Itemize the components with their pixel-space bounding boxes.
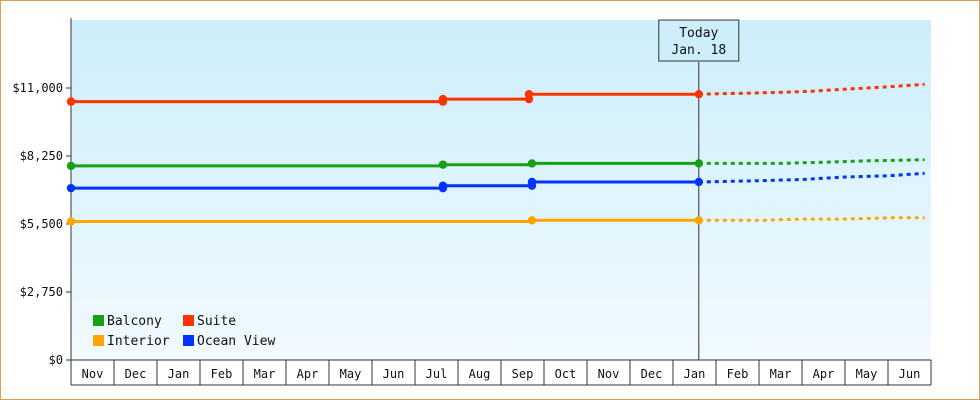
- x-tick-label: Mar: [770, 367, 792, 381]
- series-interior: [66, 216, 925, 226]
- x-tick-label: Dec: [125, 367, 147, 381]
- series-line: [71, 180, 699, 190]
- legend-item: Interior: [93, 334, 170, 349]
- x-tick-label: Dec: [641, 367, 663, 381]
- data-point: [527, 177, 537, 187]
- data-point: [66, 217, 76, 226]
- x-tick-label: Jun: [383, 367, 405, 381]
- x-tick-label: Feb: [727, 367, 749, 381]
- legend-swatch: [183, 335, 194, 346]
- series-line: [71, 161, 699, 168]
- data-point: [524, 89, 534, 99]
- x-tick-label: Jan: [168, 367, 190, 381]
- x-tick-label: Aug: [469, 367, 491, 381]
- y-tick-label: $0: [49, 353, 63, 367]
- y-tick-label: $2,750: [20, 285, 63, 299]
- legend-item: Ocean View: [183, 334, 275, 349]
- legend-item: Balcony: [93, 314, 162, 329]
- legend-label: Suite: [197, 314, 236, 329]
- data-point: [66, 161, 76, 171]
- data-point: [438, 160, 448, 169]
- series-layer: [66, 82, 925, 226]
- data-point: [438, 94, 448, 104]
- x-tick-label: Apr: [297, 367, 319, 381]
- x-tick-label: Apr: [813, 367, 835, 381]
- y-tick-label: $8,250: [20, 149, 63, 163]
- x-tick-label: Jan: [684, 367, 706, 381]
- series-forecast-line: [698, 82, 925, 96]
- data-point: [66, 97, 76, 106]
- today-box: [658, 19, 740, 62]
- x-tick-label: Jul: [426, 367, 448, 381]
- x-tick-label: Oct: [555, 367, 577, 381]
- legend-label: Interior: [107, 334, 170, 349]
- data-point: [527, 159, 537, 168]
- data-point: [694, 177, 703, 187]
- data-point: [527, 216, 537, 225]
- series-forecast-line: [698, 158, 925, 165]
- series-balcony: [66, 158, 925, 171]
- today-marker: Today Jan. 18: [658, 19, 740, 360]
- data-point: [438, 181, 448, 190]
- legend-label: Balcony: [107, 314, 162, 329]
- y-tick-label: $11,000: [12, 81, 63, 95]
- x-tick-label: Sep: [512, 367, 534, 381]
- data-point: [694, 159, 703, 168]
- y-axis: $0 $2,750 $5,500 $8,250 $11,000: [12, 18, 72, 385]
- legend-label: Ocean View: [197, 334, 275, 349]
- series-forecast-line: [698, 171, 925, 184]
- x-tick-label: Nov: [82, 367, 104, 381]
- series-line: [71, 92, 699, 104]
- legend-item: Suite: [183, 314, 236, 329]
- plot-area: [71, 20, 931, 360]
- legend-swatch: [183, 315, 194, 326]
- today-label: Today: [679, 26, 718, 41]
- x-axis: Nov Dec Jan Feb Mar Apr May Jun Jul Aug Sep Oct Nov D…: [70, 359, 932, 386]
- legend-swatch: [93, 335, 104, 346]
- series-line: [71, 218, 699, 223]
- x-tick-label: Feb: [211, 367, 233, 381]
- today-date: Jan. 18: [671, 43, 726, 58]
- data-point: [694, 216, 703, 225]
- data-point: [694, 89, 703, 99]
- x-tick-label: Jun: [899, 367, 921, 381]
- x-tick-label: May: [340, 367, 362, 381]
- legend-swatch: [93, 315, 104, 326]
- series-forecast-line: [698, 216, 925, 222]
- y-tick-label: $5,500: [20, 217, 63, 231]
- x-tick-label: Mar: [254, 367, 276, 381]
- data-point: [66, 183, 76, 193]
- series-suite: [66, 82, 925, 106]
- series-ocean-view: [66, 171, 925, 193]
- x-tick-label: Nov: [598, 367, 620, 381]
- legend: Balcony Suite Interior Ocean View: [93, 314, 275, 349]
- x-tick-label: May: [856, 367, 878, 381]
